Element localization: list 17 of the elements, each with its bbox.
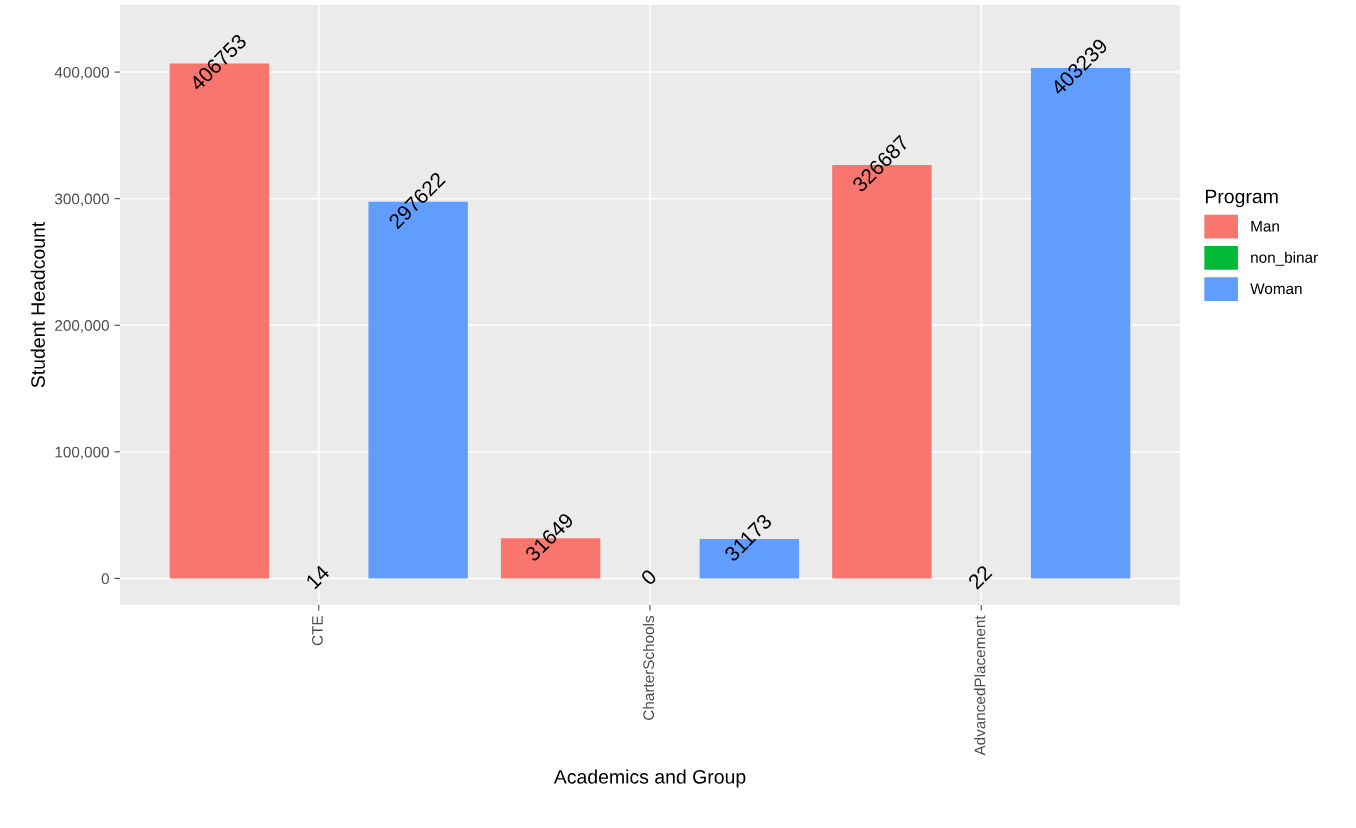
legend-label: Woman: [1250, 283, 1302, 295]
legend-title: Program: [1205, 189, 1278, 208]
x-tick-label: AdvancedPlacement: [974, 615, 986, 756]
data-label: 14: [305, 564, 331, 590]
y-axis-title: Student Headcount: [30, 221, 45, 388]
y-tick-label: 100,000: [55, 446, 109, 460]
y-tick-label: 0: [101, 573, 109, 585]
x-tick-label: CTE: [312, 616, 323, 646]
x-axis-title: Academics and Group: [553, 769, 746, 788]
y-tick-label: 400,000: [54, 66, 109, 80]
y-tick-label: 200,000: [55, 320, 109, 333]
data-label: 0: [640, 568, 658, 586]
data-label: 22: [967, 564, 993, 590]
x-tick-label: CharterSchools: [642, 615, 655, 720]
legend-label: non_binar: [1251, 251, 1318, 266]
y-tick-label: 300,000: [54, 193, 109, 207]
legend-label: Man: [1251, 220, 1279, 232]
